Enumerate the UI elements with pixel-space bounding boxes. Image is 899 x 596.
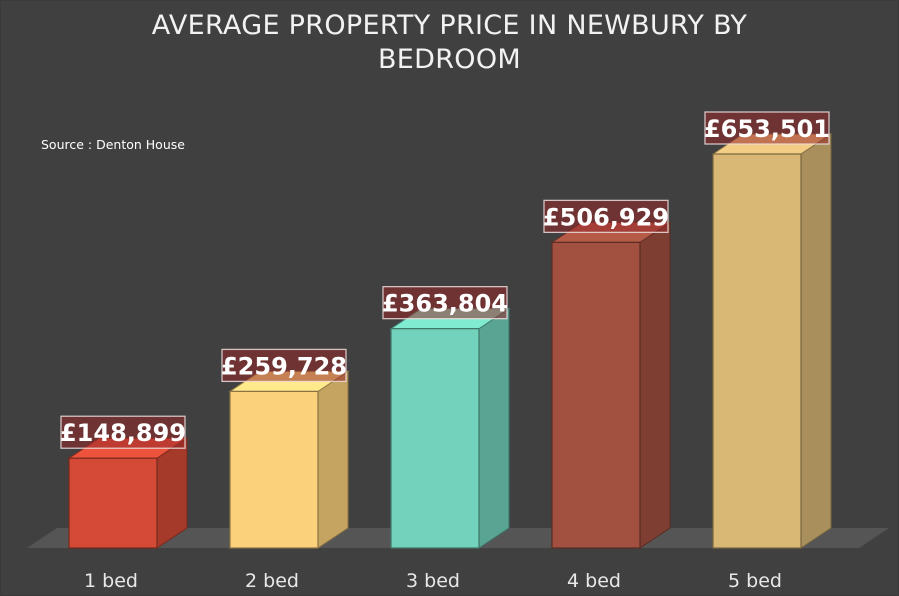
data-label-2: £259,728 <box>221 352 347 380</box>
bar-side-4 <box>639 221 671 549</box>
chart-title: AVERAGE PROPERTY PRICE IN NEWBURY BY BED… <box>1 9 898 77</box>
data-label-box-4 <box>543 199 669 234</box>
chart-title-text: AVERAGE PROPERTY PRICE IN NEWBURY BY BED… <box>151 10 748 75</box>
data-label-box-5 <box>704 111 830 145</box>
data-label-1: £148,899 <box>60 419 186 447</box>
category-label-1: 1 bed <box>84 570 138 592</box>
bar-1 <box>68 457 158 549</box>
bar-5 <box>712 153 802 549</box>
bar-side-2 <box>317 370 349 549</box>
source-note: Source : Denton House <box>41 137 185 152</box>
category-label-2: 2 bed <box>245 570 299 592</box>
data-label-box-3 <box>382 286 508 320</box>
data-label-box-1 <box>60 415 186 449</box>
category-label-3: 3 bed <box>406 570 460 592</box>
data-label-3: £363,804 <box>382 290 508 318</box>
bar-2 <box>229 390 319 549</box>
data-label-4: £506,929 <box>543 203 669 231</box>
bar-side-5 <box>800 133 832 549</box>
data-label-5: £653,501 <box>704 115 830 143</box>
data-label-box-2 <box>221 348 347 383</box>
bar-4 <box>551 241 641 549</box>
category-label-4: 4 bed <box>567 570 621 592</box>
bar-3 <box>390 328 480 549</box>
category-label-5: 5 bed <box>728 570 782 592</box>
bar-side-3 <box>478 307 510 549</box>
